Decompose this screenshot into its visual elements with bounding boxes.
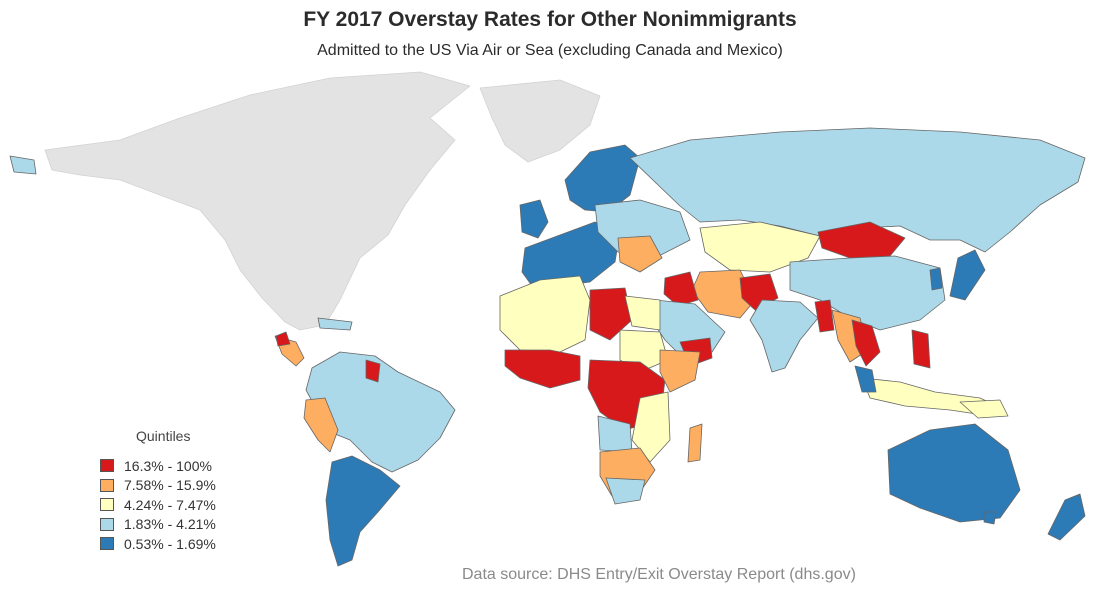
legend-swatch — [100, 478, 114, 492]
region-caribbean — [317, 317, 353, 331]
region-peru — [303, 397, 339, 453]
region-east-africa — [631, 391, 671, 463]
region-philippines — [911, 329, 931, 369]
region-balkans — [617, 235, 663, 273]
region-australia — [887, 423, 1021, 523]
region-korea — [929, 267, 943, 291]
region-guatemala — [275, 331, 291, 347]
region-india — [749, 299, 819, 373]
region-egypt — [624, 295, 661, 331]
region-western-europe — [521, 221, 621, 291]
legend-title: Quintiles — [136, 428, 191, 444]
data-source-note: Data source: DHS Entry/Exit Overstay Rep… — [462, 566, 856, 583]
region-new-zealand — [1047, 493, 1086, 541]
legend-label: 7.58% - 15.9% — [124, 477, 216, 494]
region-papua — [959, 399, 1009, 419]
legend-swatch — [100, 459, 114, 473]
region-madagascar — [687, 423, 703, 463]
region-south-america-south — [325, 455, 401, 567]
region-north-africa-west — [499, 275, 591, 353]
region-russia — [629, 127, 1086, 253]
legend-label: 4.24% - 7.47% — [124, 496, 216, 513]
region-japan — [949, 249, 986, 301]
region-tasmania — [983, 511, 997, 525]
legend-item: 0.53% - 1.69% — [100, 534, 260, 554]
legend-item: 1.83% - 4.21% — [100, 515, 260, 535]
legend: Quintiles 16.3% - 100% 7.58% - 15.9% 4.2… — [100, 428, 260, 554]
region-uk-ireland — [519, 199, 549, 239]
legend-swatch — [100, 537, 114, 551]
region-west-africa — [504, 349, 581, 389]
legend-label: 0.53% - 1.69% — [124, 535, 216, 552]
legend-item: 7.58% - 15.9% — [100, 476, 260, 496]
map-subtitle: Admitted to the US Via Air or Sea (exclu… — [317, 42, 783, 59]
region-scandinavia — [564, 144, 641, 213]
legend-label: 1.83% - 4.21% — [124, 516, 216, 533]
region-north-america — [44, 71, 471, 331]
legend-item: 4.24% - 7.47% — [100, 495, 260, 515]
legend-swatch — [100, 517, 114, 531]
region-vietnam-laos — [851, 319, 881, 367]
region-south-africa — [605, 477, 646, 505]
region-iraq-syria — [663, 271, 699, 307]
region-alaska-west — [9, 155, 37, 175]
region-china — [789, 255, 946, 331]
region-guyana — [365, 359, 381, 383]
legend-swatch — [100, 498, 114, 512]
legend-label: 16.3% - 100% — [124, 457, 212, 474]
map-title: FY 2017 Overstay Rates for Other Nonimmi… — [303, 8, 797, 31]
region-malaysia — [854, 365, 877, 393]
region-myanmar — [814, 299, 835, 333]
region-horn-of-africa — [659, 349, 701, 393]
legend-item: 16.3% - 100% — [100, 456, 260, 476]
region-greenland — [479, 79, 601, 163]
region-kazakhstan — [699, 221, 821, 273]
